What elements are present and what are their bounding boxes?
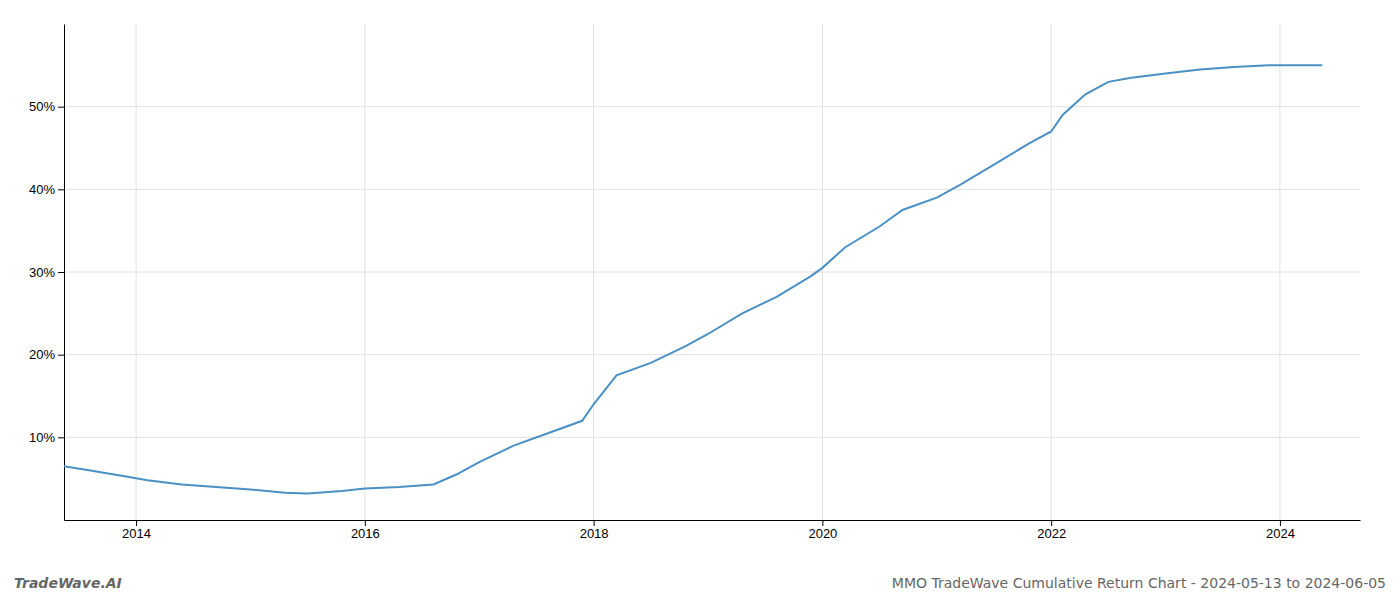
x-tick-mark [1051, 520, 1052, 526]
grid-line-y [64, 437, 1360, 438]
x-tick: 2014 [122, 520, 151, 541]
y-tick-label: 10% [29, 430, 55, 445]
y-tick: 40% [29, 182, 64, 197]
grid [64, 24, 1360, 520]
x-tick-label: 2018 [580, 526, 609, 541]
x-tick-label: 2014 [122, 526, 151, 541]
y-tick-mark [58, 189, 64, 190]
y-axis: 10% 20% 30% 40% 50% [29, 25, 65, 521]
x-tick-mark [365, 520, 366, 526]
line [64, 65, 1322, 493]
y-tick-label: 20% [29, 347, 55, 362]
y-tick: 10% [29, 430, 64, 445]
x-tick-label: 2022 [1037, 526, 1066, 541]
x-tick-mark [136, 520, 137, 526]
grid-line-y [64, 189, 1360, 190]
y-tick: 30% [29, 265, 64, 280]
plot: 2014 2016 2018 2020 2022 2024 10% 20% 30% 40% 50% [29, 24, 1361, 541]
x-tick: 2020 [808, 520, 837, 541]
x-tick-label: 2020 [808, 526, 837, 541]
x-tick-label: 2016 [351, 526, 380, 541]
y-tick-mark [58, 272, 64, 273]
y-tick-label: 30% [29, 265, 55, 280]
x-tick: 2022 [1037, 520, 1066, 541]
x-tick-mark [822, 520, 823, 526]
y-tick-mark [58, 107, 64, 108]
grid-line-y [64, 354, 1360, 355]
y-axis-line [64, 25, 65, 521]
y-tick: 50% [29, 99, 64, 114]
grid-line-y [64, 106, 1360, 107]
chart: 2014 2016 2018 2020 2022 2024 10% 20% 30% 40% 50% T… [0, 0, 1400, 600]
x-tick: 2018 [580, 520, 609, 541]
title: MMO TradeWave Cumulative Return Chart - … [892, 575, 1386, 591]
annotation: TradeWave.AI [14, 575, 122, 591]
y-tick-label: 40% [29, 182, 55, 197]
x-tick-label: 2024 [1266, 526, 1295, 541]
y-tick-label: 50% [29, 99, 55, 114]
marks [64, 65, 1322, 493]
x-tick-mark [594, 520, 595, 526]
y-tick-mark [58, 355, 64, 356]
grid-line-y [64, 272, 1360, 273]
x-axis-line [65, 520, 1361, 521]
y-tick-mark [58, 437, 64, 438]
x-tick-mark [1280, 520, 1281, 526]
y-tick: 20% [29, 347, 64, 362]
x-axis: 2014 2016 2018 2020 2022 2024 [65, 520, 1361, 541]
x-tick: 2024 [1266, 520, 1295, 541]
x-tick: 2016 [351, 520, 380, 541]
